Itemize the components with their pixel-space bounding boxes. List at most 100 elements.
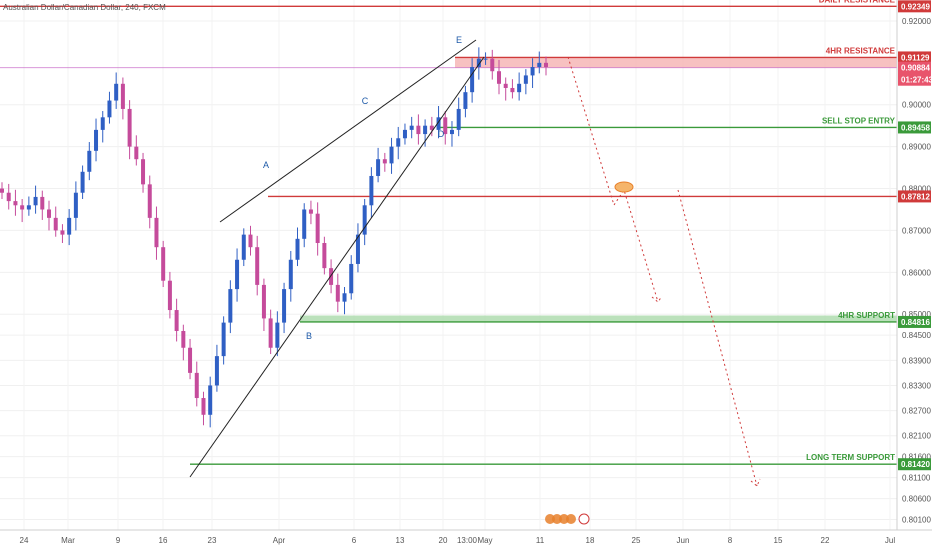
candle-body: [510, 87, 515, 93]
chart-title: Australian Dollar/Canadian Dollar, 240, …: [3, 3, 166, 12]
price-tag: [898, 315, 931, 328]
candle-body: [261, 284, 266, 319]
time-tick-label: 24: [20, 536, 29, 545]
candle-body: [107, 100, 112, 118]
price-axis[interactable]: 0.92000 0.90000 0.89000 0.88000 0.87000 0.860…: [896, 0, 932, 530]
time-tick-label: 8: [728, 536, 733, 545]
candle-body: [134, 146, 139, 160]
candle-body: [141, 159, 146, 185]
time-tick-label: 11: [536, 536, 545, 545]
flag-icon: [578, 513, 590, 525]
candle-body: [329, 268, 334, 285]
candle-body: [416, 125, 421, 135]
candle-body: [449, 129, 454, 135]
candle-body: [369, 175, 374, 206]
candle-body: [429, 125, 434, 130]
price-zone: [300, 315, 897, 322]
candle-body: [33, 196, 38, 206]
price-tag-label: 0.92349: [901, 2, 930, 11]
candle-body: [161, 247, 166, 281]
candle-body: [402, 129, 407, 139]
projection-segment: [567, 56, 659, 303]
candle-body: [120, 83, 125, 109]
candle-body: [235, 259, 240, 290]
time-tick-label: 13:00: [457, 536, 478, 545]
price-tag-label: 0.84816: [901, 318, 930, 327]
price-tick-label: 0.86000: [902, 268, 931, 277]
candle-body: [26, 205, 31, 210]
event-icon: [566, 514, 576, 524]
candle-body: [0, 188, 4, 193]
candle-body: [376, 159, 381, 176]
candle-body: [53, 217, 58, 231]
level-label: 4HR RESISTANCE: [826, 46, 896, 55]
candle-body: [396, 138, 401, 147]
price-tick-label: 0.81600: [902, 453, 931, 462]
price-tag: [898, 121, 931, 134]
candle-body: [275, 322, 280, 348]
time-tick-label: 22: [821, 536, 830, 545]
projection-segment: [677, 189, 758, 487]
candle-body: [181, 330, 186, 348]
price-tag: [898, 0, 931, 13]
candle-body: [13, 201, 18, 206]
candle-body: [436, 117, 441, 130]
candle-body: [443, 117, 448, 135]
candle-body: [60, 230, 65, 235]
candle-body: [382, 159, 387, 164]
candle-body: [322, 243, 327, 269]
candle-body: [73, 192, 78, 218]
candle-body: [302, 209, 307, 239]
time-tick-label: 6: [352, 536, 357, 545]
event-icon: [545, 514, 555, 524]
event-icon: [552, 514, 562, 524]
candle-body: [530, 67, 535, 76]
wedge-drawings: A B C D E: [189, 35, 485, 478]
time-tick-label: 16: [159, 536, 168, 545]
candle-body: [544, 62, 548, 68]
countdown-label: 01:27:43: [901, 76, 932, 85]
time-tick-label: 20: [439, 536, 448, 545]
price-tag-label: 0.89458: [901, 123, 930, 132]
price-tick-label: 0.87000: [902, 226, 931, 235]
level-label: 4HR SUPPORT: [838, 311, 895, 320]
entry-marker: [614, 181, 634, 193]
current-price-label: 0.90884: [901, 64, 930, 73]
time-axis[interactable]: 24 Mar 9 16 23 Apr 6 13 20 13:00 May 11 18 25 Jun 8 15 22…: [0, 529, 932, 545]
price-zone: [455, 57, 897, 68]
price-tick-label: 0.92000: [902, 17, 931, 26]
wave-label: A: [263, 160, 269, 170]
event-icons: [545, 513, 590, 525]
level-label: SELL STOP ENTRY: [822, 116, 896, 125]
time-tick-label: Mar: [61, 536, 75, 545]
candlesticks: [0, 47, 548, 428]
candle-body: [456, 108, 461, 130]
price-tick-label: 0.83900: [902, 356, 931, 365]
price-tag: [898, 51, 931, 64]
candle-body: [335, 284, 340, 302]
price-tick-label: 0.82700: [902, 407, 931, 416]
candle-body: [194, 372, 199, 399]
candle-body: [342, 293, 347, 302]
candle-body: [94, 129, 99, 151]
candle-body: [523, 75, 528, 84]
wedge-upper-line: [219, 39, 477, 223]
candle-body: [355, 234, 360, 264]
candle-body: [221, 322, 226, 357]
time-tick-label: Apr: [273, 536, 286, 545]
chart-grid: [0, 0, 897, 530]
candle-body: [308, 209, 313, 214]
candle-body: [349, 263, 354, 294]
price-tag: [898, 190, 931, 203]
candle-body: [423, 125, 428, 135]
current-price-tag: [898, 61, 931, 86]
wave-label: B: [306, 331, 312, 341]
candle-body: [127, 108, 132, 147]
candle-body: [100, 117, 105, 130]
wave-label: C: [362, 96, 369, 106]
candle-body: [188, 347, 193, 373]
time-tick-label: 18: [586, 536, 595, 545]
price-tick-label: 0.88000: [902, 185, 931, 194]
candle-body: [537, 62, 542, 68]
